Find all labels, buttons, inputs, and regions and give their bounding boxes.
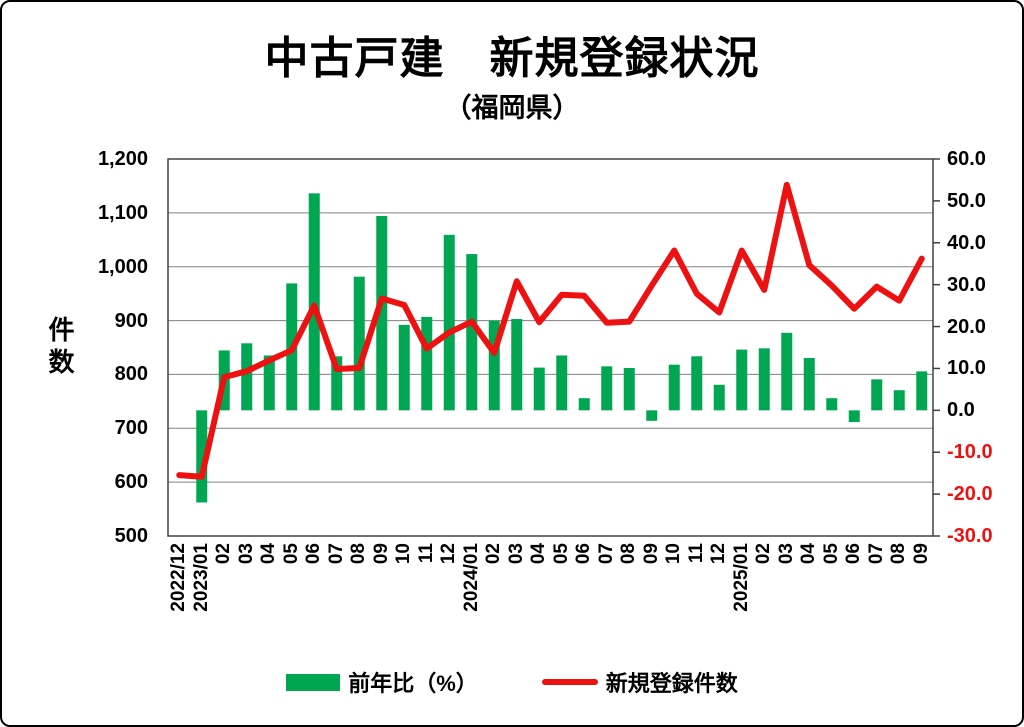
x-axis-tick-label: 10 (663, 543, 685, 565)
legend-yoy-label: 前年比（%） (348, 671, 478, 696)
x-axis-tick-label: 03 (235, 543, 257, 565)
x-axis-tick-label: 08 (888, 543, 910, 565)
left-axis-tick-label: 700 (114, 417, 148, 440)
yoy-bar (578, 398, 590, 411)
legend: 前年比（%） 新規登録件数 (0, 666, 1024, 698)
registrations-line-swatch-icon (541, 679, 598, 685)
x-axis-tick-label: 06 (843, 543, 865, 565)
yoy-bar (848, 410, 860, 423)
x-axis-tick-label: 12 (438, 543, 460, 565)
yoy-bar (263, 355, 275, 411)
yoy-bar (308, 193, 320, 411)
yoy-bar (443, 234, 455, 411)
left-axis-tick-label: 1,000 (97, 255, 148, 278)
chart-title: 中古戸建 新規登録状況 (264, 34, 760, 83)
chart-subtitle: （福岡県） (444, 93, 580, 123)
x-axis-tick-label: 09 (640, 543, 662, 565)
x-axis-tick-label: 06 (303, 543, 325, 565)
yoy-bar (916, 371, 928, 411)
right-axis-tick-label: -10.0 (947, 441, 993, 464)
right-axis-tick-label: -30.0 (947, 525, 993, 547)
yoy-bar (646, 410, 658, 421)
yoy-bar (758, 348, 770, 411)
yoy-bar (421, 316, 433, 411)
right-axis-tick-label: 30.0 (947, 273, 986, 296)
yoy-bar (466, 254, 478, 411)
yoy-bar (398, 324, 410, 411)
x-axis-tick-label: 07 (595, 543, 617, 565)
x-axis-tick-label: 08 (348, 543, 370, 565)
right-axis-tick-label: 50.0 (947, 189, 986, 212)
yoy-bar (196, 410, 208, 503)
yoy-bar (691, 356, 703, 411)
x-axis-tick-label: 03 (775, 543, 797, 565)
yoy-bar (826, 398, 838, 411)
yoy-bar (803, 357, 815, 411)
x-axis-tick-label: 05 (550, 543, 572, 565)
left-axis-tick-label: 900 (114, 309, 148, 332)
x-axis-tick-label: 06 (573, 543, 595, 565)
left-axis-tick-label: 800 (114, 363, 148, 386)
x-axis-tick-label: 07 (865, 543, 887, 565)
right-axis-tick-label: -20.0 (947, 483, 993, 506)
x-axis-tick-label: 08 (618, 543, 640, 565)
x-axis-tick-label: 04 (798, 543, 820, 565)
x-axis-tick-label: 2023/01 (190, 543, 212, 612)
right-axis-tick-label: 40.0 (947, 231, 986, 254)
plot-border (167, 158, 934, 537)
yoy-bar (241, 343, 253, 411)
x-axis-tick-label: 11 (685, 543, 707, 564)
yoy-bar (781, 332, 793, 411)
x-axis-tick-label: 02 (753, 543, 775, 565)
legend-item-registrations: 新規登録件数 (541, 666, 738, 698)
yoy-bar (353, 276, 365, 411)
x-axis-tick-label: 03 (505, 543, 527, 565)
x-axis-tick-label: 04 (258, 543, 280, 565)
right-axis-tick-label: 60.0 (947, 148, 986, 170)
x-axis-tick-label: 02 (213, 543, 235, 565)
right-axis-tick-label: 10.0 (947, 357, 986, 380)
yoy-bar (511, 319, 523, 411)
x-axis-tick-label: 10 (393, 543, 415, 565)
yoy-bar (871, 379, 883, 411)
yoy-bar-swatch-icon (286, 673, 341, 691)
yoy-bar (668, 364, 680, 411)
yoy-bar (331, 356, 343, 411)
x-axis-tick-label: 09 (910, 543, 932, 565)
left-axis-tick-label: 500 (114, 525, 148, 547)
left-axis-tick-label: 600 (114, 471, 148, 494)
registrations-line (176, 181, 925, 480)
x-axis-tick-label: 2024/01 (460, 543, 482, 612)
yoy-bar (601, 366, 613, 411)
yoy-bar (533, 367, 545, 411)
x-axis-tick-label: 09 (370, 543, 392, 565)
yoy-bar (893, 390, 905, 411)
yoy-bar (623, 368, 635, 411)
x-axis-tick-label: 05 (280, 543, 302, 565)
left-axis-tick-label: 1,200 (97, 148, 148, 170)
x-axis-tick-label: 2025/01 (730, 543, 752, 612)
yoy-bar (556, 355, 568, 411)
right-axis-tick-label: 0.0 (947, 399, 975, 422)
legend-item-yoy: 前年比（%） (286, 666, 478, 698)
x-axis-tick-label: 02 (483, 543, 505, 565)
x-axis-tick-label: 11 (415, 543, 437, 564)
x-axis-tick-label: 05 (820, 543, 842, 565)
right-axis-tick-label: 20.0 (947, 315, 986, 338)
x-axis-tick-label: 07 (325, 543, 347, 565)
legend-registrations-label: 新規登録件数 (605, 671, 738, 696)
left-axis-tick-label: 1,100 (97, 201, 148, 224)
x-axis-tick-label: 2022/12 (168, 543, 190, 612)
yoy-bar (736, 349, 748, 411)
x-axis-tick-label: 12 (708, 543, 730, 565)
x-axis-tick-label: 04 (528, 543, 550, 565)
yoy-bar (713, 384, 725, 411)
yoy-bar (488, 320, 500, 411)
left-axis-title: 件数 (45, 316, 75, 380)
yoy-bar (376, 215, 388, 411)
